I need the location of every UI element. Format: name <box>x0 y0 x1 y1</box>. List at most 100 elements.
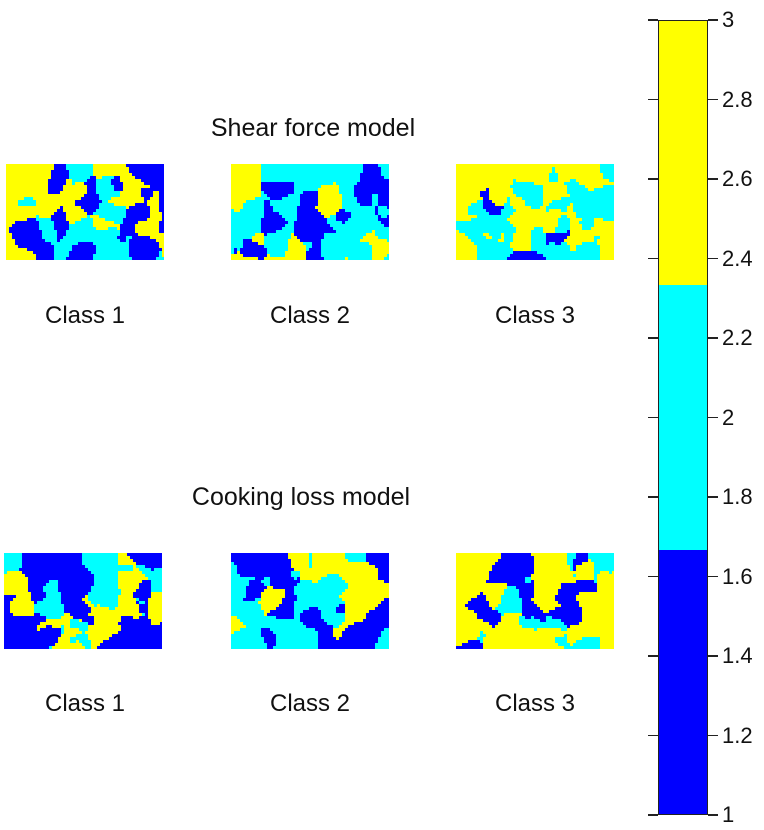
heatmap-cell <box>276 179 280 183</box>
heatmap-cell <box>531 215 535 219</box>
heatmap-cell <box>57 164 61 168</box>
heatmap-cell <box>69 215 73 219</box>
heatmap-cell <box>138 191 142 195</box>
heatmap-cell <box>72 170 76 174</box>
heatmap-cell <box>558 233 562 237</box>
heatmap-cell <box>597 215 601 219</box>
heatmap-cell <box>612 188 614 192</box>
heatmap-cell <box>477 182 481 186</box>
heatmap-cell <box>600 206 604 210</box>
heatmap-cell <box>606 182 610 186</box>
heatmap-cell <box>123 218 127 222</box>
heatmap-cell <box>288 206 292 210</box>
heatmap-cell <box>144 212 148 216</box>
heatmap-cell <box>111 203 115 207</box>
heatmap-cell <box>561 173 565 177</box>
heatmap-cell <box>132 194 136 198</box>
heatmap-cell <box>285 176 289 180</box>
heatmap-cell <box>99 218 103 222</box>
heatmap-cell <box>387 203 389 207</box>
heatmap-cell <box>156 245 160 249</box>
heatmap-cell <box>342 239 346 243</box>
heatmap-cell <box>234 227 238 231</box>
heatmap-cell <box>294 209 298 213</box>
heatmap-cell <box>105 176 109 180</box>
heatmap-cell <box>456 230 460 234</box>
heatmap-cell <box>72 203 76 207</box>
heatmap-cell <box>318 221 322 225</box>
heatmap-cell <box>381 206 385 210</box>
heatmap-cell <box>603 209 607 213</box>
heatmap-cell <box>372 170 376 174</box>
heatmap-cell <box>75 203 79 207</box>
heatmap-cell <box>54 239 58 243</box>
heatmap-cell <box>246 209 250 213</box>
heatmap-cell <box>12 248 16 252</box>
heatmap-cell <box>60 254 64 258</box>
heatmap-cell <box>348 173 352 177</box>
heatmap-cell <box>348 221 352 225</box>
heatmap-cell <box>135 176 139 180</box>
heatmap-cell <box>84 236 88 240</box>
heatmap-cell <box>114 167 118 171</box>
heatmap-cell <box>555 188 559 192</box>
heatmap-cell <box>387 170 389 174</box>
heatmap-cell <box>57 191 61 195</box>
heatmap-cell <box>93 185 97 189</box>
heatmap-cell <box>480 227 484 231</box>
heatmap-cell <box>378 182 382 186</box>
heatmap-cell <box>342 203 346 207</box>
heatmap-cell <box>87 239 91 243</box>
heatmap-cell <box>270 194 274 198</box>
heatmap-cell <box>327 170 331 174</box>
heatmap-cell <box>582 206 586 210</box>
heatmap-cell <box>288 194 292 198</box>
heatmap-cell <box>153 206 157 210</box>
heatmap-cell <box>99 227 103 231</box>
heatmap-cell <box>261 251 265 255</box>
heatmap-cell <box>12 215 16 219</box>
heatmap-cell <box>288 179 292 183</box>
heatmap-cell <box>258 236 262 240</box>
heatmap-cell <box>537 176 541 180</box>
heatmap-cell <box>54 215 58 219</box>
heatmap-cell <box>276 251 280 255</box>
heatmap-cell <box>564 185 568 189</box>
heatmap-cell <box>471 215 475 219</box>
heatmap-cell <box>108 212 112 216</box>
heatmap-cell <box>330 206 334 210</box>
heatmap-cell <box>486 227 490 231</box>
heatmap-cell <box>564 230 568 234</box>
heatmap-cell <box>306 209 310 213</box>
heatmap-cell <box>117 194 121 198</box>
heatmap-cell <box>282 257 286 260</box>
heatmap-cell <box>249 194 253 198</box>
heatmap-cell <box>48 173 52 177</box>
heatmap-cell <box>591 164 595 168</box>
heatmap-cell <box>489 191 493 195</box>
heatmap-cell <box>600 251 604 255</box>
heatmap-cell <box>87 197 91 201</box>
heatmap-cell <box>18 215 22 219</box>
heatmap-cell <box>126 212 130 216</box>
heatmap-cell <box>591 191 595 195</box>
heatmap-cell <box>45 173 49 177</box>
heatmap-cell <box>126 236 130 240</box>
heatmap-cell <box>483 185 487 189</box>
heatmap-cell <box>93 209 97 213</box>
heatmap-cell <box>519 188 523 192</box>
heatmap-cell <box>492 248 496 252</box>
heatmap-cell <box>120 236 124 240</box>
heatmap-cell <box>357 203 361 207</box>
heatmap-cell <box>330 188 334 192</box>
heatmap-cell <box>300 167 304 171</box>
heatmap-cell <box>270 164 274 168</box>
heatmap-cell <box>555 212 559 216</box>
heatmap-cell <box>234 164 238 168</box>
heatmap-cell <box>525 182 529 186</box>
heatmap-cell <box>288 182 292 186</box>
heatmap-cell <box>387 173 389 177</box>
heatmap-cell <box>294 173 298 177</box>
heatmap-cell <box>240 233 244 237</box>
heatmap-cell <box>9 206 13 210</box>
